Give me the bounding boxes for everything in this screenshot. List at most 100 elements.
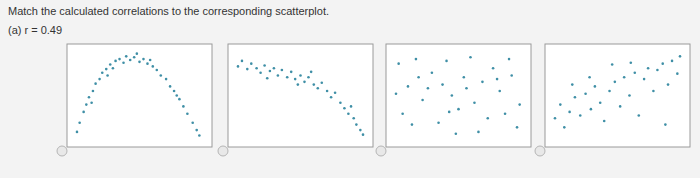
point (198, 134, 201, 137)
point (339, 101, 342, 104)
point (661, 62, 664, 65)
point (465, 87, 468, 90)
point (568, 111, 571, 114)
point (594, 85, 597, 88)
point (78, 122, 81, 125)
point (269, 70, 272, 73)
point (106, 74, 109, 77)
point (395, 92, 398, 95)
point (427, 87, 430, 90)
radio-button[interactable] (218, 146, 228, 156)
point (313, 83, 316, 86)
scatterplot (386, 44, 531, 147)
point (263, 64, 266, 67)
point (563, 126, 566, 129)
point (277, 74, 280, 77)
instruction: Match the calculated correlations to the… (8, 5, 329, 17)
point (355, 123, 358, 126)
point (441, 83, 444, 86)
point (401, 112, 404, 115)
point (169, 85, 172, 88)
point (76, 131, 79, 134)
point (98, 78, 101, 81)
point (343, 107, 346, 110)
point (421, 99, 424, 102)
point (554, 117, 557, 120)
point (411, 123, 414, 126)
point (297, 83, 300, 86)
point (112, 67, 115, 70)
point (118, 58, 121, 61)
point (307, 76, 310, 79)
point (90, 101, 93, 104)
plot-frame (228, 44, 373, 147)
points (76, 52, 201, 137)
point (455, 132, 458, 135)
point (82, 111, 85, 114)
point (679, 55, 682, 58)
point (352, 117, 355, 120)
point (191, 122, 194, 125)
point (469, 56, 472, 59)
radio-button[interactable] (376, 146, 386, 156)
point (186, 112, 189, 115)
point (155, 69, 158, 72)
point (611, 63, 614, 66)
point (303, 81, 306, 84)
point (510, 74, 513, 77)
point (237, 65, 240, 68)
point (599, 101, 602, 104)
point (417, 76, 420, 79)
point (451, 94, 454, 97)
point (273, 67, 276, 70)
point (241, 60, 244, 63)
scatterplot (228, 44, 373, 147)
point (647, 67, 650, 70)
points (395, 56, 521, 135)
point (310, 71, 313, 74)
point (448, 111, 451, 114)
radio-button[interactable] (535, 146, 545, 156)
point (114, 60, 117, 63)
point (88, 96, 91, 99)
point (457, 108, 460, 111)
point (407, 85, 410, 88)
point (286, 76, 289, 79)
point (463, 76, 466, 79)
page: Match the calculated correlations to the… (0, 0, 700, 178)
point (334, 91, 337, 94)
plot-frame (386, 44, 531, 147)
point (518, 103, 521, 106)
scatterplot (545, 44, 690, 147)
point (504, 112, 507, 115)
point (667, 83, 670, 86)
scatterplot (67, 44, 212, 147)
point (246, 68, 249, 71)
point (299, 74, 302, 77)
point (643, 78, 646, 81)
point (415, 58, 418, 61)
point (637, 114, 640, 117)
point (320, 81, 323, 84)
point (359, 129, 362, 132)
point (619, 105, 622, 108)
point (350, 105, 353, 108)
point (516, 126, 519, 129)
point (588, 76, 591, 79)
point (152, 65, 155, 68)
point (473, 101, 476, 104)
point (175, 94, 178, 97)
point (477, 131, 480, 134)
point (574, 96, 577, 99)
point (498, 90, 501, 93)
point (445, 60, 448, 63)
point (142, 58, 145, 61)
point (347, 112, 350, 115)
point (431, 71, 434, 74)
radio-button[interactable] (57, 146, 67, 156)
point (362, 133, 365, 136)
point (266, 77, 269, 80)
point (178, 98, 181, 101)
point (633, 71, 636, 74)
point (281, 69, 284, 72)
